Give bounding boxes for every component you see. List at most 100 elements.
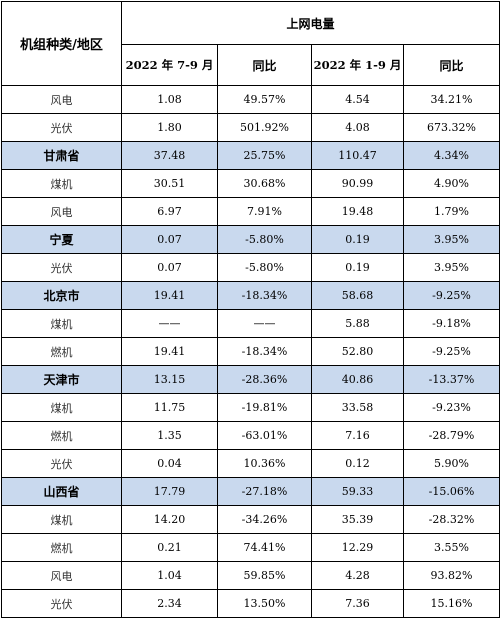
table-row: 光伏 0.07 -5.80% 0.19 3.95% [1, 253, 500, 282]
q3-yoy-cell: 49.57% [217, 85, 312, 114]
header-ytd-2022: 2022 年 1-9 月 [311, 44, 404, 86]
ytd-value-cell: 19.48 [311, 197, 404, 226]
table-row: 煤机 11.75 -19.81% 33.58 -9.23% [1, 393, 500, 422]
q3-yoy-cell: -34.26% [217, 505, 312, 534]
q3-yoy-cell: 7.91% [217, 197, 312, 226]
ytd-yoy-cell: -28.32% [402, 505, 500, 534]
ytd-yoy-cell: 34.21% [402, 85, 500, 114]
q3-yoy-cell: -27.18% [217, 477, 312, 506]
table-row: 煤机 30.51 30.68% 90.99 4.90% [1, 169, 500, 198]
q3-value-cell: 13.15 [121, 365, 218, 394]
q3-value-cell: 17.79 [121, 477, 218, 506]
q3-value-cell: 2.34 [121, 589, 218, 618]
table-row: 燃机 1.35 -63.01% 7.16 -28.79% [1, 421, 500, 450]
unit-type: 燃机 [1, 533, 122, 562]
unit-type: 煤机 [1, 505, 122, 534]
table-row: 燃机 19.41 -18.34% 52.80 -9.25% [1, 337, 500, 366]
unit-type: 煤机 [1, 169, 122, 198]
ytd-value-cell: 0.19 [311, 253, 404, 282]
ytd-value-cell: 7.16 [311, 421, 404, 450]
header-yoy-q3: 同比 [217, 44, 312, 86]
region-row: 天津市 13.15 -28.36% 40.86 -13.37% [1, 365, 500, 394]
unit-type: 光伏 [1, 253, 122, 282]
q3-value-cell: 0.04 [121, 449, 218, 478]
unit-type: 风电 [1, 85, 122, 114]
unit-type: 风电 [1, 561, 122, 590]
ytd-yoy-cell: 15.16% [402, 589, 500, 618]
q3-value-cell: 19.41 [121, 281, 218, 310]
ytd-yoy-cell: 673.32% [402, 113, 500, 142]
header-row-group: 机组种类/地区 上网电量 [1, 1, 500, 86]
q3-value-cell: 6.97 [121, 197, 218, 226]
q3-value-cell: 1.35 [121, 421, 218, 450]
ytd-yoy-cell: 3.95% [402, 225, 500, 254]
table-row: 煤机 —— —— 5.88 -9.18% [1, 309, 500, 338]
ytd-value-cell: 0.12 [311, 449, 404, 478]
q3-value-cell: 30.51 [121, 169, 218, 198]
ytd-yoy-cell: -9.25% [402, 337, 500, 366]
ytd-value-cell: 40.86 [311, 365, 404, 394]
header-unit-region: 机组种类/地区 [1, 1, 122, 86]
ytd-value-cell: 7.36 [311, 589, 404, 618]
q3-value-cell: 11.75 [121, 393, 218, 422]
q3-value-cell: 37.48 [121, 141, 218, 170]
ytd-yoy-cell: -9.23% [402, 393, 500, 422]
ytd-yoy-cell: -9.25% [402, 281, 500, 310]
q3-yoy-cell: -63.01% [217, 421, 312, 450]
ytd-yoy-cell: 4.90% [402, 169, 500, 198]
q3-yoy-cell: 74.41% [217, 533, 312, 562]
q3-value-cell: 1.04 [121, 561, 218, 590]
region-name: 山西省 [1, 477, 122, 506]
ytd-yoy-cell: 93.82% [402, 561, 500, 590]
ytd-yoy-cell: -9.18% [402, 309, 500, 338]
region-row: 山西省 17.79 -27.18% 59.33 -15.06% [1, 477, 500, 506]
table-row: 光伏 2.34 13.50% 7.36 15.16% [1, 589, 500, 618]
q3-value-cell: 1.08 [121, 85, 218, 114]
ytd-value-cell: 0.19 [311, 225, 404, 254]
q3-yoy-cell: 30.68% [217, 169, 312, 198]
header-yoy-ytd: 同比 [402, 44, 500, 86]
table-row: 煤机 14.20 -34.26% 35.39 -28.32% [1, 505, 500, 534]
q3-yoy-cell: -5.80% [217, 253, 312, 282]
unit-type: 煤机 [1, 309, 122, 338]
region-name: 宁夏 [1, 225, 122, 254]
q3-yoy-cell: 25.75% [217, 141, 312, 170]
ytd-value-cell: 12.29 [311, 533, 404, 562]
q3-value-cell: 0.07 [121, 253, 218, 282]
region-name: 北京市 [1, 281, 122, 310]
unit-type: 风电 [1, 197, 122, 226]
table-row: 燃机 0.21 74.41% 12.29 3.55% [1, 533, 500, 562]
q3-yoy-cell: 13.50% [217, 589, 312, 618]
q3-value-cell: 0.21 [121, 533, 218, 562]
ytd-value-cell: 58.68 [311, 281, 404, 310]
q3-yoy-cell: -18.34% [217, 337, 312, 366]
header-grid-electricity: 上网电量 [120, 1, 500, 45]
header-q3-2022: 2022 年 7-9 月 [121, 44, 218, 86]
q3-yoy-cell: 10.36% [217, 449, 312, 478]
table-row: 风电 6.97 7.91% 19.48 1.79% [1, 197, 500, 226]
q3-yoy-cell: -28.36% [217, 365, 312, 394]
q3-value-cell: 0.07 [121, 225, 218, 254]
table-body: 风电 1.08 49.57% 4.54 34.21% 光伏 1.80 501.92% 4.08 6… [1, 85, 500, 618]
table-row: 风电 1.04 59.85% 4.28 93.82% [1, 561, 500, 590]
region-name: 甘肃省 [1, 141, 122, 170]
table-row: 光伏 1.80 501.92% 4.08 673.32% [1, 113, 500, 142]
q3-value-cell: 1.80 [121, 113, 218, 142]
ytd-yoy-cell: 3.95% [402, 253, 500, 282]
unit-type: 燃机 [1, 421, 122, 450]
q3-yoy-cell: —— [217, 309, 312, 338]
ytd-value-cell: 4.54 [311, 85, 404, 114]
q3-value-cell: —— [121, 309, 218, 338]
ytd-yoy-cell: -13.37% [402, 365, 500, 394]
unit-type: 煤机 [1, 393, 122, 422]
ytd-yoy-cell: 5.90% [402, 449, 500, 478]
ytd-value-cell: 5.88 [311, 309, 404, 338]
ytd-yoy-cell: -28.79% [402, 421, 500, 450]
ytd-value-cell: 90.99 [311, 169, 404, 198]
ytd-value-cell: 33.58 [311, 393, 404, 422]
q3-yoy-cell: -5.80% [217, 225, 312, 254]
region-row: 北京市 19.41 -18.34% 58.68 -9.25% [1, 281, 500, 310]
region-name: 天津市 [1, 365, 122, 394]
table-row: 风电 1.08 49.57% 4.54 34.21% [1, 85, 500, 114]
